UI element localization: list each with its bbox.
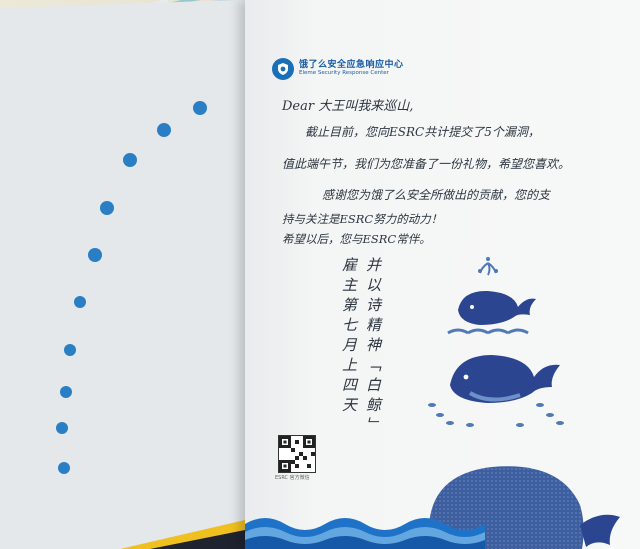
wave-border xyxy=(245,518,485,549)
esrc-logo: 饿了么安全应急响应中心 Eleme Security Response Cent… xyxy=(272,58,404,80)
org-name-en: Eleme Security Response Center xyxy=(299,69,389,76)
date-column: 雇主第七月上四天 xyxy=(340,257,358,417)
paper-logo-dots xyxy=(56,101,207,474)
shield-logo-icon xyxy=(272,58,294,80)
qr-code xyxy=(278,435,316,473)
letter-line: 希望以后，您与ESRC常伴。 xyxy=(282,232,431,246)
org-name-cn: 饿了么安全应急响应中心 xyxy=(299,60,404,71)
whale-illustration xyxy=(428,257,620,549)
qr-caption: ESRC 官方微信 xyxy=(275,475,310,481)
signature-column: 并以诗精神「白鲸」 xyxy=(364,257,382,437)
salutation: Dear 大王叫我来巡山, xyxy=(282,99,414,114)
letter-line: 值此端午节，我们为您准备了一份礼物，希望您喜欢。 xyxy=(282,157,571,171)
paper-stack xyxy=(0,0,335,549)
letter-line: 感谢您为饿了么安全所做出的贡献，您的支 xyxy=(322,188,551,202)
letter-line: 截止目前，您向ESRC共计提交了5个漏洞， xyxy=(305,125,540,139)
thank-you-letter: 饿了么安全应急响应中心 Eleme Security Response Cent… xyxy=(245,0,640,549)
letter-line: 持与关注是ESRC努力的动力！ xyxy=(282,212,443,226)
